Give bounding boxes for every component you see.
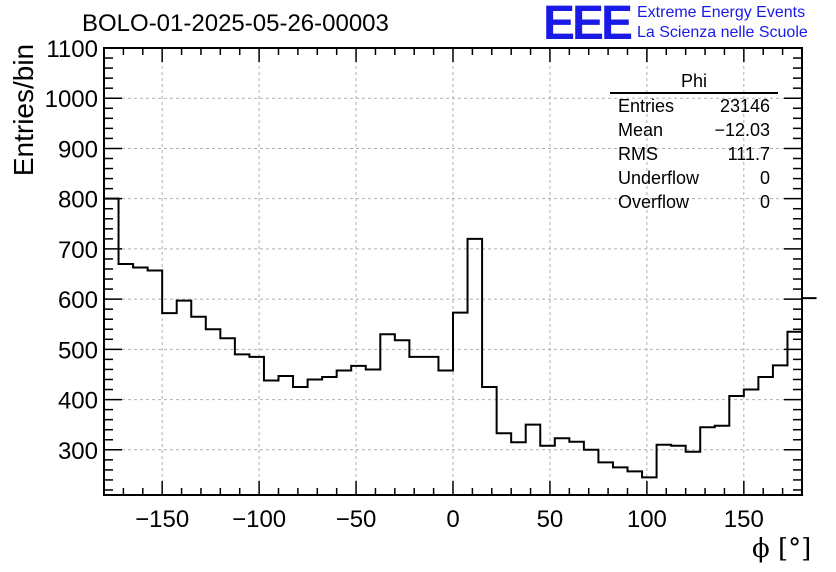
- y-tick-label: 400: [58, 388, 98, 415]
- stats-label: Mean: [618, 120, 664, 140]
- stats-row-mean: Mean −12.03: [610, 118, 778, 142]
- x-tick-label: −150: [135, 506, 189, 533]
- stats-value: −12.03: [714, 120, 770, 140]
- y-tick-label: 800: [58, 187, 98, 214]
- x-axis-label: ϕ [°]: [752, 534, 812, 564]
- x-tick-label: 150: [724, 506, 764, 533]
- y-tick-label: 1100: [46, 36, 98, 63]
- logo-line-2: La Scienza nelle Scuole: [637, 24, 808, 41]
- y-tick-label: 700: [58, 237, 98, 264]
- stats-row-rms: RMS 111.7: [610, 142, 778, 166]
- eee-logo: EEE: [543, 0, 633, 50]
- chart-title: BOLO-01-2025-05-26-00003: [82, 10, 389, 37]
- y-tick-label: 300: [58, 438, 98, 465]
- stats-value: 111.7: [727, 144, 770, 164]
- y-axis-label: Entries/bin: [8, 43, 39, 177]
- stats-row-entries: Entries 23146: [610, 94, 778, 118]
- tick-labels: −150 −100 −50 0 50 100 150 300 400 500 600 700 800 90…: [45, 36, 764, 533]
- histogram-series-phi: [104, 197, 817, 479]
- y-tick-label: 900: [58, 136, 98, 163]
- x-tick-label: 0: [446, 506, 459, 533]
- x-tick-label: 50: [537, 506, 564, 533]
- x-tick-label: −100: [232, 506, 286, 533]
- stats-row-underflow: Underflow 0: [610, 166, 778, 190]
- y-tick-label: 600: [58, 287, 98, 314]
- logo-line-1: Extreme Energy Events: [637, 4, 806, 21]
- x-tick-label: 100: [627, 506, 667, 533]
- y-tick-label: 500: [58, 337, 98, 364]
- stats-label: Overflow: [618, 192, 690, 212]
- y-tick-label: 1000: [45, 86, 98, 113]
- stats-value: 0: [759, 168, 770, 188]
- stats-box: Phi Entries 23146 Mean −12.03 RMS 111.7 …: [610, 70, 778, 214]
- stats-label: Entries: [618, 96, 675, 116]
- plot-frame: [103, 47, 803, 496]
- x-tick-label: −50: [336, 506, 377, 533]
- stats-label: Underflow: [618, 168, 700, 188]
- stats-row-overflow: Overflow 0: [610, 190, 778, 214]
- stats-label: RMS: [618, 144, 658, 164]
- stats-value: 0: [759, 192, 770, 212]
- stats-value: 23146: [719, 96, 770, 116]
- stats-box-title: Phi: [610, 70, 778, 94]
